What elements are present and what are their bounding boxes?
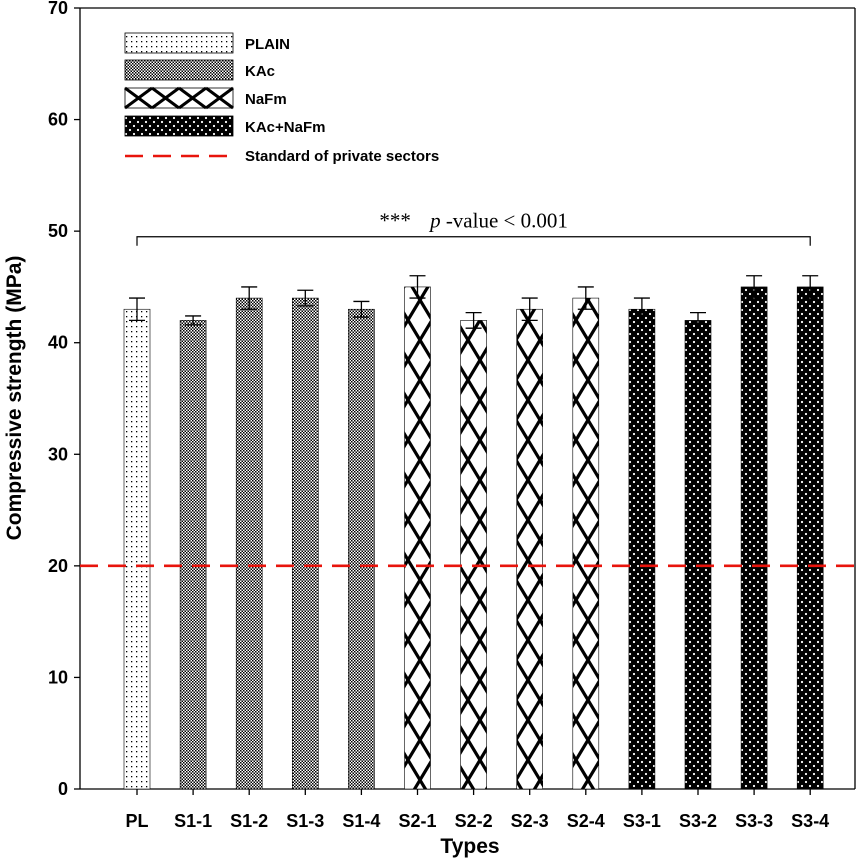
- x-tick-label-s1-2: S1-2: [230, 811, 268, 831]
- error-bar-pl: [129, 297, 145, 322]
- x-tick-label-s3-4: S3-4: [791, 811, 829, 831]
- x-tick-label-s2-3: S2-3: [511, 811, 549, 831]
- legend-label-standard: Standard of private sectors: [245, 148, 439, 165]
- error-bar-s1-1: [185, 315, 202, 326]
- significance-bracket: [136, 236, 811, 246]
- legend-label-kac: KAc: [245, 63, 275, 80]
- error-bar-s2-2: [465, 311, 482, 329]
- x-tick-label-s3-3: S3-3: [735, 811, 773, 831]
- error-bar-s3-1: [633, 297, 650, 322]
- bar-s1-4: [348, 308, 375, 790]
- error-bar-s2-4: [577, 286, 594, 310]
- significance-stars: ***: [379, 209, 411, 233]
- error-bar-s3-3: [746, 275, 763, 299]
- x-tick-label-s1-1: S1-1: [174, 811, 212, 831]
- y-tick-label: 50: [48, 221, 68, 241]
- legend-swatch-nafm-crosses: [124, 86, 234, 110]
- bar-s2-3: [516, 308, 544, 790]
- bar-s2-2: [460, 320, 487, 790]
- error-bar-s2-3: [521, 297, 538, 322]
- bar-s1-1: [179, 320, 207, 790]
- legend-swatch-kac: [124, 59, 234, 81]
- legend-entry-plain: PLAIN: [124, 32, 290, 54]
- error-bar-s3-2: [690, 311, 706, 329]
- y-tick-label: 30: [48, 444, 68, 464]
- error-bar-s2-1: [409, 275, 426, 299]
- x-tick-label-s1-4: S1-4: [342, 811, 380, 831]
- x-axis-title: Types: [440, 835, 499, 858]
- error-bar-s1-3: [297, 289, 314, 307]
- bar-s1-2: [235, 297, 263, 790]
- legend-label-kac-nafm: KAc+NaFm: [245, 119, 325, 136]
- legend-swatch-plain: [124, 32, 234, 54]
- bar-s2-4: [572, 297, 600, 790]
- bar-s3-2: [684, 320, 712, 790]
- bar-s1-3: [291, 297, 319, 790]
- legend-label-nafm: NaFm: [245, 91, 287, 108]
- bar-s3-3: [740, 286, 768, 790]
- error-bar-s1-4: [353, 300, 370, 318]
- y-tick-label: 70: [48, 0, 68, 18]
- legend-swatch-kac-nafm: [124, 115, 234, 137]
- p-value-text: -value < 0.001: [446, 209, 568, 233]
- y-tick-label: 60: [48, 110, 68, 130]
- y-tick-label: 0: [58, 779, 68, 799]
- y-tick-label: 10: [48, 667, 68, 687]
- x-tick-label-s1-3: S1-3: [286, 811, 324, 831]
- p-symbol: p: [428, 209, 441, 233]
- legend-entry-kac: KAc: [124, 59, 275, 81]
- legend: PLAIN KAc NaFm KAc+NaFm Standard of priv…: [124, 32, 439, 165]
- error-bars: [129, 275, 819, 329]
- x-tick-label-s2-2: S2-2: [455, 811, 493, 831]
- axes: [79, 7, 856, 790]
- p-value-annotation: *** p -value < 0.001: [379, 209, 568, 233]
- bar-pl: [123, 308, 151, 790]
- y-tick-label: 20: [48, 556, 68, 576]
- bar-s3-4: [796, 286, 824, 790]
- error-bar-s3-4: [802, 275, 819, 299]
- bar-s2-1: [404, 286, 431, 790]
- x-tick-label-s2-4: S2-4: [567, 811, 605, 831]
- bar-s3-1: [628, 308, 656, 790]
- x-tick-label-s3-2: S3-2: [679, 811, 717, 831]
- legend-entry-standard: Standard of private sectors: [125, 148, 439, 165]
- legend-swatch-nafm: [124, 87, 234, 109]
- bars: [123, 286, 824, 790]
- x-tick-label-s3-1: S3-1: [623, 811, 661, 831]
- y-tick-label: 40: [48, 333, 68, 353]
- x-tick-label-pl: PL: [125, 811, 148, 831]
- y-axis-title: Compressive strength (MPa): [3, 256, 26, 541]
- y-ticks: 0 10 20 30 40 50 60 70: [48, 0, 80, 799]
- x-tick-labels: PL S1-1 S1-2 S1-3 S1-4 S2-1 S2-2 S2-3 S2-4 S3-1 S3…: [125, 789, 829, 831]
- legend-entry-kac-nafm: KAc+NaFm: [124, 115, 325, 137]
- x-tick-label-s2-1: S2-1: [398, 811, 436, 831]
- error-bar-s1-2: [241, 286, 258, 310]
- significance-annotation: *** p -value < 0.001: [136, 209, 811, 246]
- legend-label-plain: PLAIN: [245, 36, 290, 53]
- legend-entry-nafm: NaFm: [124, 86, 287, 110]
